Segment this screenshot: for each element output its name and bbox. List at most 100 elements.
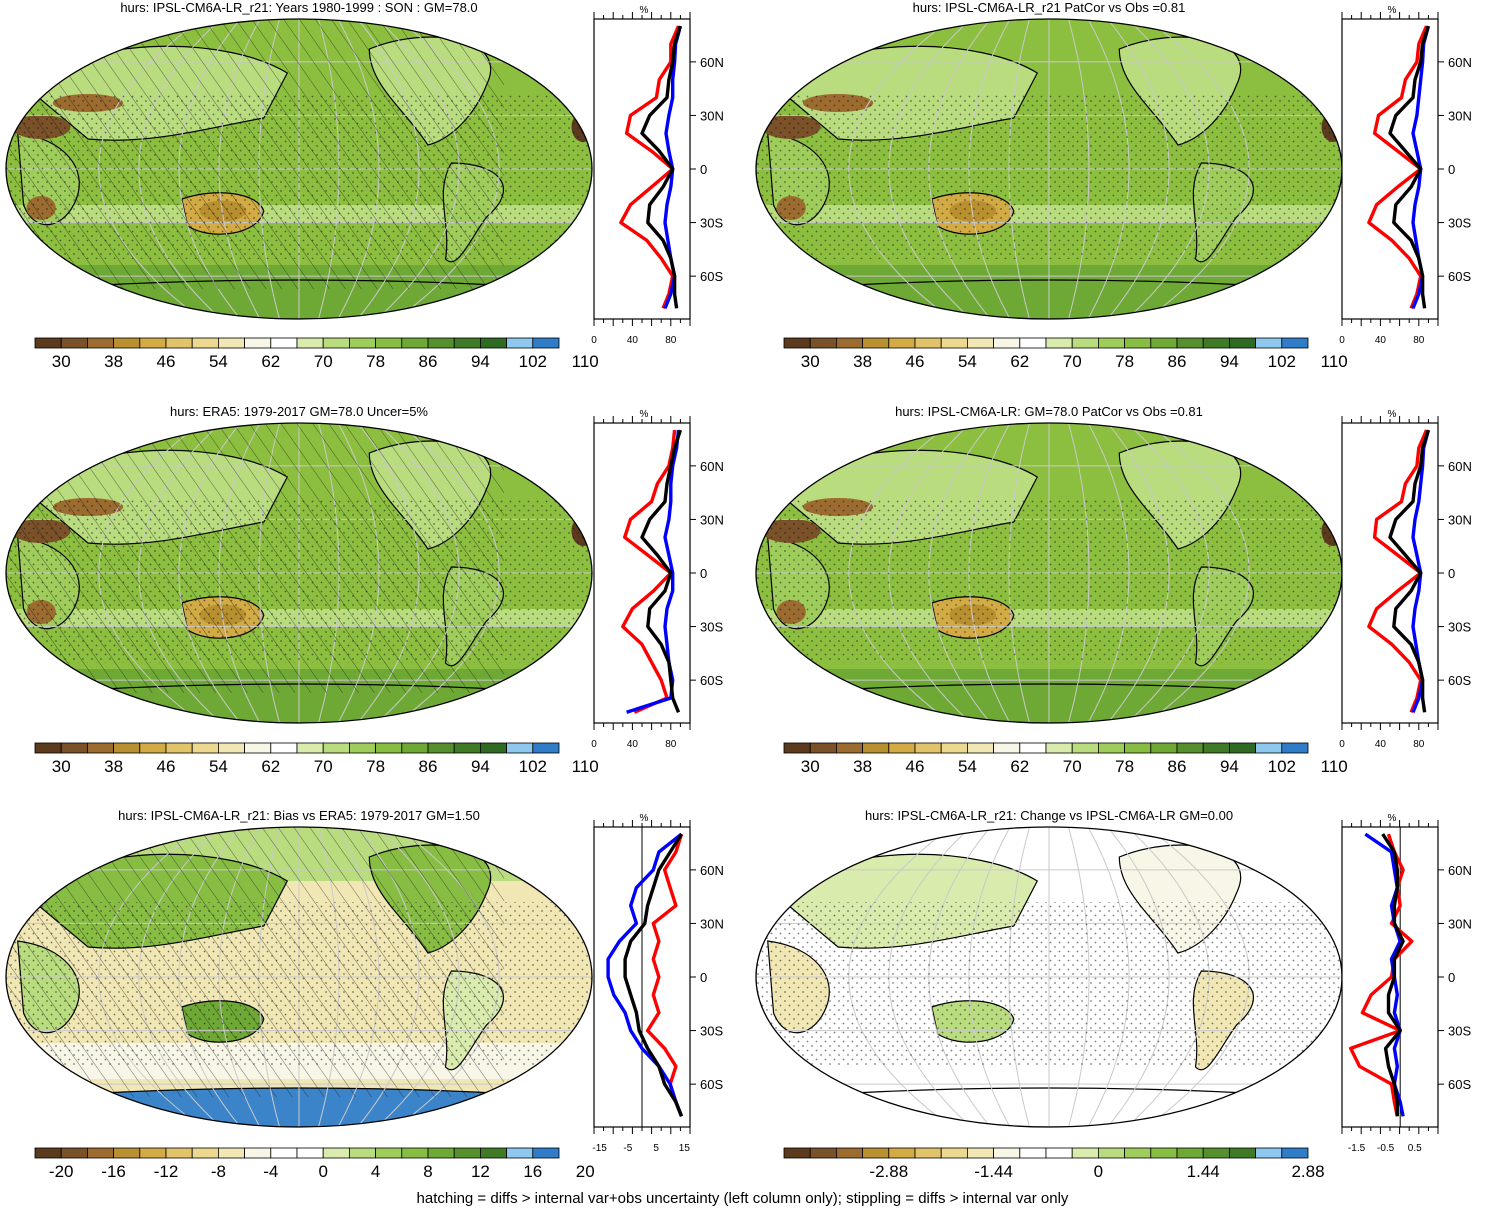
colorbar-swatch (139, 337, 167, 349)
profile-xtick-label: 40 (627, 335, 639, 346)
hatching-overlay (6, 423, 505, 693)
profile-xtick-label: -1.5 (1348, 1143, 1366, 1154)
colorbar-label: 2.88 (1291, 1162, 1324, 1181)
profile-lat-label: 60S (1448, 673, 1471, 688)
colorbar-swatch (1071, 1147, 1099, 1159)
colorbar-label: 30 (52, 757, 71, 776)
colorbar-swatch (1176, 1147, 1204, 1159)
colorbar-swatch (783, 1147, 811, 1159)
colorbar-swatch (270, 742, 298, 754)
colorbar-swatch (60, 1147, 88, 1159)
profile-lat-label: 60N (1448, 459, 1472, 474)
profile-lat-label: 60N (700, 459, 724, 474)
colorbar-label: 70 (314, 757, 333, 776)
colorbar-swatch (914, 1147, 942, 1159)
colorbar-label: 54 (958, 352, 977, 371)
colorbar-swatch (427, 1147, 455, 1159)
profile-xtick-label: 0 (591, 739, 597, 750)
profile-lat-label: 30S (700, 620, 723, 635)
colorbar-swatch (479, 1147, 507, 1159)
profile-unit: % (640, 5, 649, 16)
colorbar-label: 86 (419, 352, 438, 371)
profile-lat-label: 30N (700, 916, 724, 931)
colorbar-swatch (1255, 742, 1283, 754)
colorbar-swatch (191, 337, 219, 349)
profile-lat-label: 60S (1448, 269, 1471, 284)
profile-lat-label: 30N (700, 108, 724, 123)
colorbar-swatch (1124, 1147, 1152, 1159)
colorbar-label: 38 (853, 352, 872, 371)
colorbar-swatch (479, 337, 507, 349)
colorbar-swatch (60, 742, 88, 754)
colorbar-label: -4 (263, 1162, 278, 1181)
colorbar-label: 30 (801, 352, 820, 371)
profile-p5: % -15 -5 5 15 60N 30N 0 30S 60S (592, 813, 723, 1154)
colorbar-swatch (888, 742, 916, 754)
colorbar-p2: 30 38 46 54 62 70 78 86 94 102 110 (783, 337, 1348, 371)
colorbar-swatch (506, 742, 534, 754)
colorbar-label: 110 (572, 757, 599, 776)
colorbar-swatch (1281, 1147, 1309, 1159)
map-border (5, 826, 593, 1128)
map-border (5, 18, 593, 320)
colorbar-swatch (1019, 1147, 1047, 1159)
colorbar-swatch (296, 742, 324, 754)
colorbar-swatch (532, 742, 560, 754)
colorbar-swatch (1176, 742, 1204, 754)
colorbar-label: 16 (523, 1162, 542, 1181)
colorbar-label: 70 (1063, 352, 1082, 371)
panel-title: hurs: IPSL-CM6A-LR: GM=78.0 PatCor vs Ob… (895, 404, 1203, 419)
colorbar-swatch (348, 337, 376, 349)
profile-series-black (1388, 429, 1431, 713)
colorbar-swatch (1098, 1147, 1126, 1159)
colorbar-label: 102 (1268, 757, 1296, 776)
profile-xtick-label: 80 (1413, 739, 1425, 750)
profile-xtick-label: 0 (1339, 335, 1345, 346)
profile-xtick-label: 40 (1375, 739, 1387, 750)
colorbar-swatch (506, 337, 534, 349)
colorbar-swatch (1202, 742, 1230, 754)
colorbar-swatch (87, 1147, 115, 1159)
colorbar-swatch (1281, 742, 1309, 754)
colorbar-swatch (217, 337, 245, 349)
colorbar-label: 102 (1268, 352, 1296, 371)
colorbar-swatch (809, 337, 837, 349)
colorbar-swatch (322, 1147, 350, 1159)
map-p5 (5, 826, 593, 1128)
colorbar-label: 94 (1220, 352, 1239, 371)
colorbar-label: 12 (471, 1162, 490, 1181)
colorbar-label: -20 (49, 1162, 74, 1181)
colorbar-swatch (453, 337, 481, 349)
panel-title: hurs: IPSL-CM6A-LR_r21: Bias vs ERA5: 19… (118, 808, 480, 823)
colorbar-label: 46 (906, 352, 925, 371)
profile-lat-label: 60N (1448, 863, 1472, 878)
profile-lat-label: 0 (1448, 970, 1455, 985)
profile-lat-label: 60N (1448, 55, 1472, 70)
colorbar-swatch (836, 1147, 864, 1159)
colorbar-swatch (1202, 337, 1230, 349)
colorbar-swatch (113, 1147, 141, 1159)
colorbar-swatch (348, 742, 376, 754)
colorbar-p3: 30 38 46 54 62 70 78 86 94 102 110 (34, 742, 599, 776)
colorbar-label: -12 (154, 1162, 179, 1181)
colorbar-swatch (993, 742, 1021, 754)
colorbar-swatch (888, 337, 916, 349)
colorbar-swatch (244, 1147, 272, 1159)
profile-lat-label: 0 (700, 566, 707, 581)
panel-title: hurs: IPSL-CM6A-LR_r21 PatCor vs Obs =0.… (913, 0, 1186, 15)
profile-lat-label: 30S (1448, 216, 1471, 231)
colorbar-swatch (1255, 337, 1283, 349)
panel-title: hurs: IPSL-CM6A-LR_r21: Change vs IPSL-C… (865, 808, 1233, 823)
colorbar-swatch (836, 337, 864, 349)
profile-xtick-label: 40 (1375, 335, 1387, 346)
colorbar-swatch (1019, 742, 1047, 754)
profile-series-black (640, 25, 683, 309)
stippling-overlay (756, 902, 1342, 1067)
profile-series-blue (606, 832, 684, 1117)
colorbar-swatch (427, 337, 455, 349)
colorbar-swatch (914, 337, 942, 349)
colorbar-label: 54 (209, 352, 228, 371)
colorbar-swatch (967, 1147, 995, 1159)
colorbar-swatch (87, 742, 115, 754)
colorbar-swatch (375, 742, 403, 754)
